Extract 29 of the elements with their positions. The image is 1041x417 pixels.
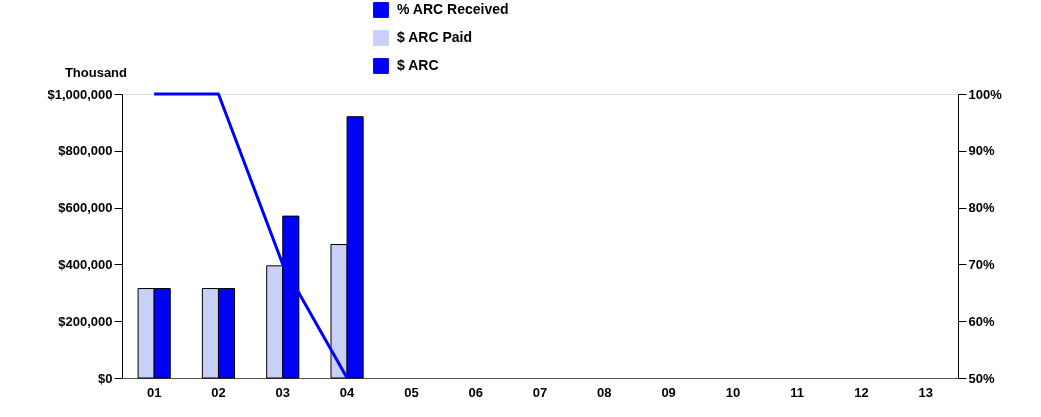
- y-tick-label: $400,000: [58, 256, 113, 272]
- y-tick-label: $800,000: [58, 143, 113, 159]
- y2-tick-label: 60%: [968, 313, 995, 329]
- y2-tick-label: 90%: [968, 143, 995, 159]
- y2-tick-label: 100%: [968, 86, 1003, 102]
- y-tick-label: $200,000: [58, 313, 113, 329]
- x-tick-label: 06: [468, 384, 483, 400]
- x-tick-label: 10: [725, 384, 741, 400]
- y-tick-label: $1,000,000: [47, 86, 113, 102]
- x-tick-label: 07: [532, 384, 548, 400]
- x-tick-label: 01: [146, 384, 162, 400]
- legend-label: $ ARC: [397, 57, 439, 73]
- x-tick-label: 11: [790, 384, 805, 400]
- x-tick-label: 13: [918, 384, 934, 400]
- x-tick-label: 08: [597, 384, 612, 400]
- x-tick-label: 04: [339, 384, 356, 400]
- y-axis-title: Thousand: [64, 65, 128, 80]
- y2-tick-label: 80%: [968, 200, 995, 216]
- x-tick-label: 05: [404, 384, 419, 400]
- legend-label: $ ARC Paid: [397, 29, 472, 45]
- x-tick-label: 09: [661, 384, 676, 400]
- x-tick-label: 12: [854, 384, 869, 400]
- y-tick-label: $600,000: [58, 200, 113, 216]
- legend-label: % ARC Received: [397, 1, 509, 17]
- x-tick-label: 02: [211, 384, 226, 400]
- x-tick-label: 03: [275, 384, 290, 400]
- y-tick-label: $0: [98, 370, 113, 386]
- y2-tick-label: 70%: [968, 256, 995, 272]
- y2-tick-label: 50%: [968, 370, 995, 386]
